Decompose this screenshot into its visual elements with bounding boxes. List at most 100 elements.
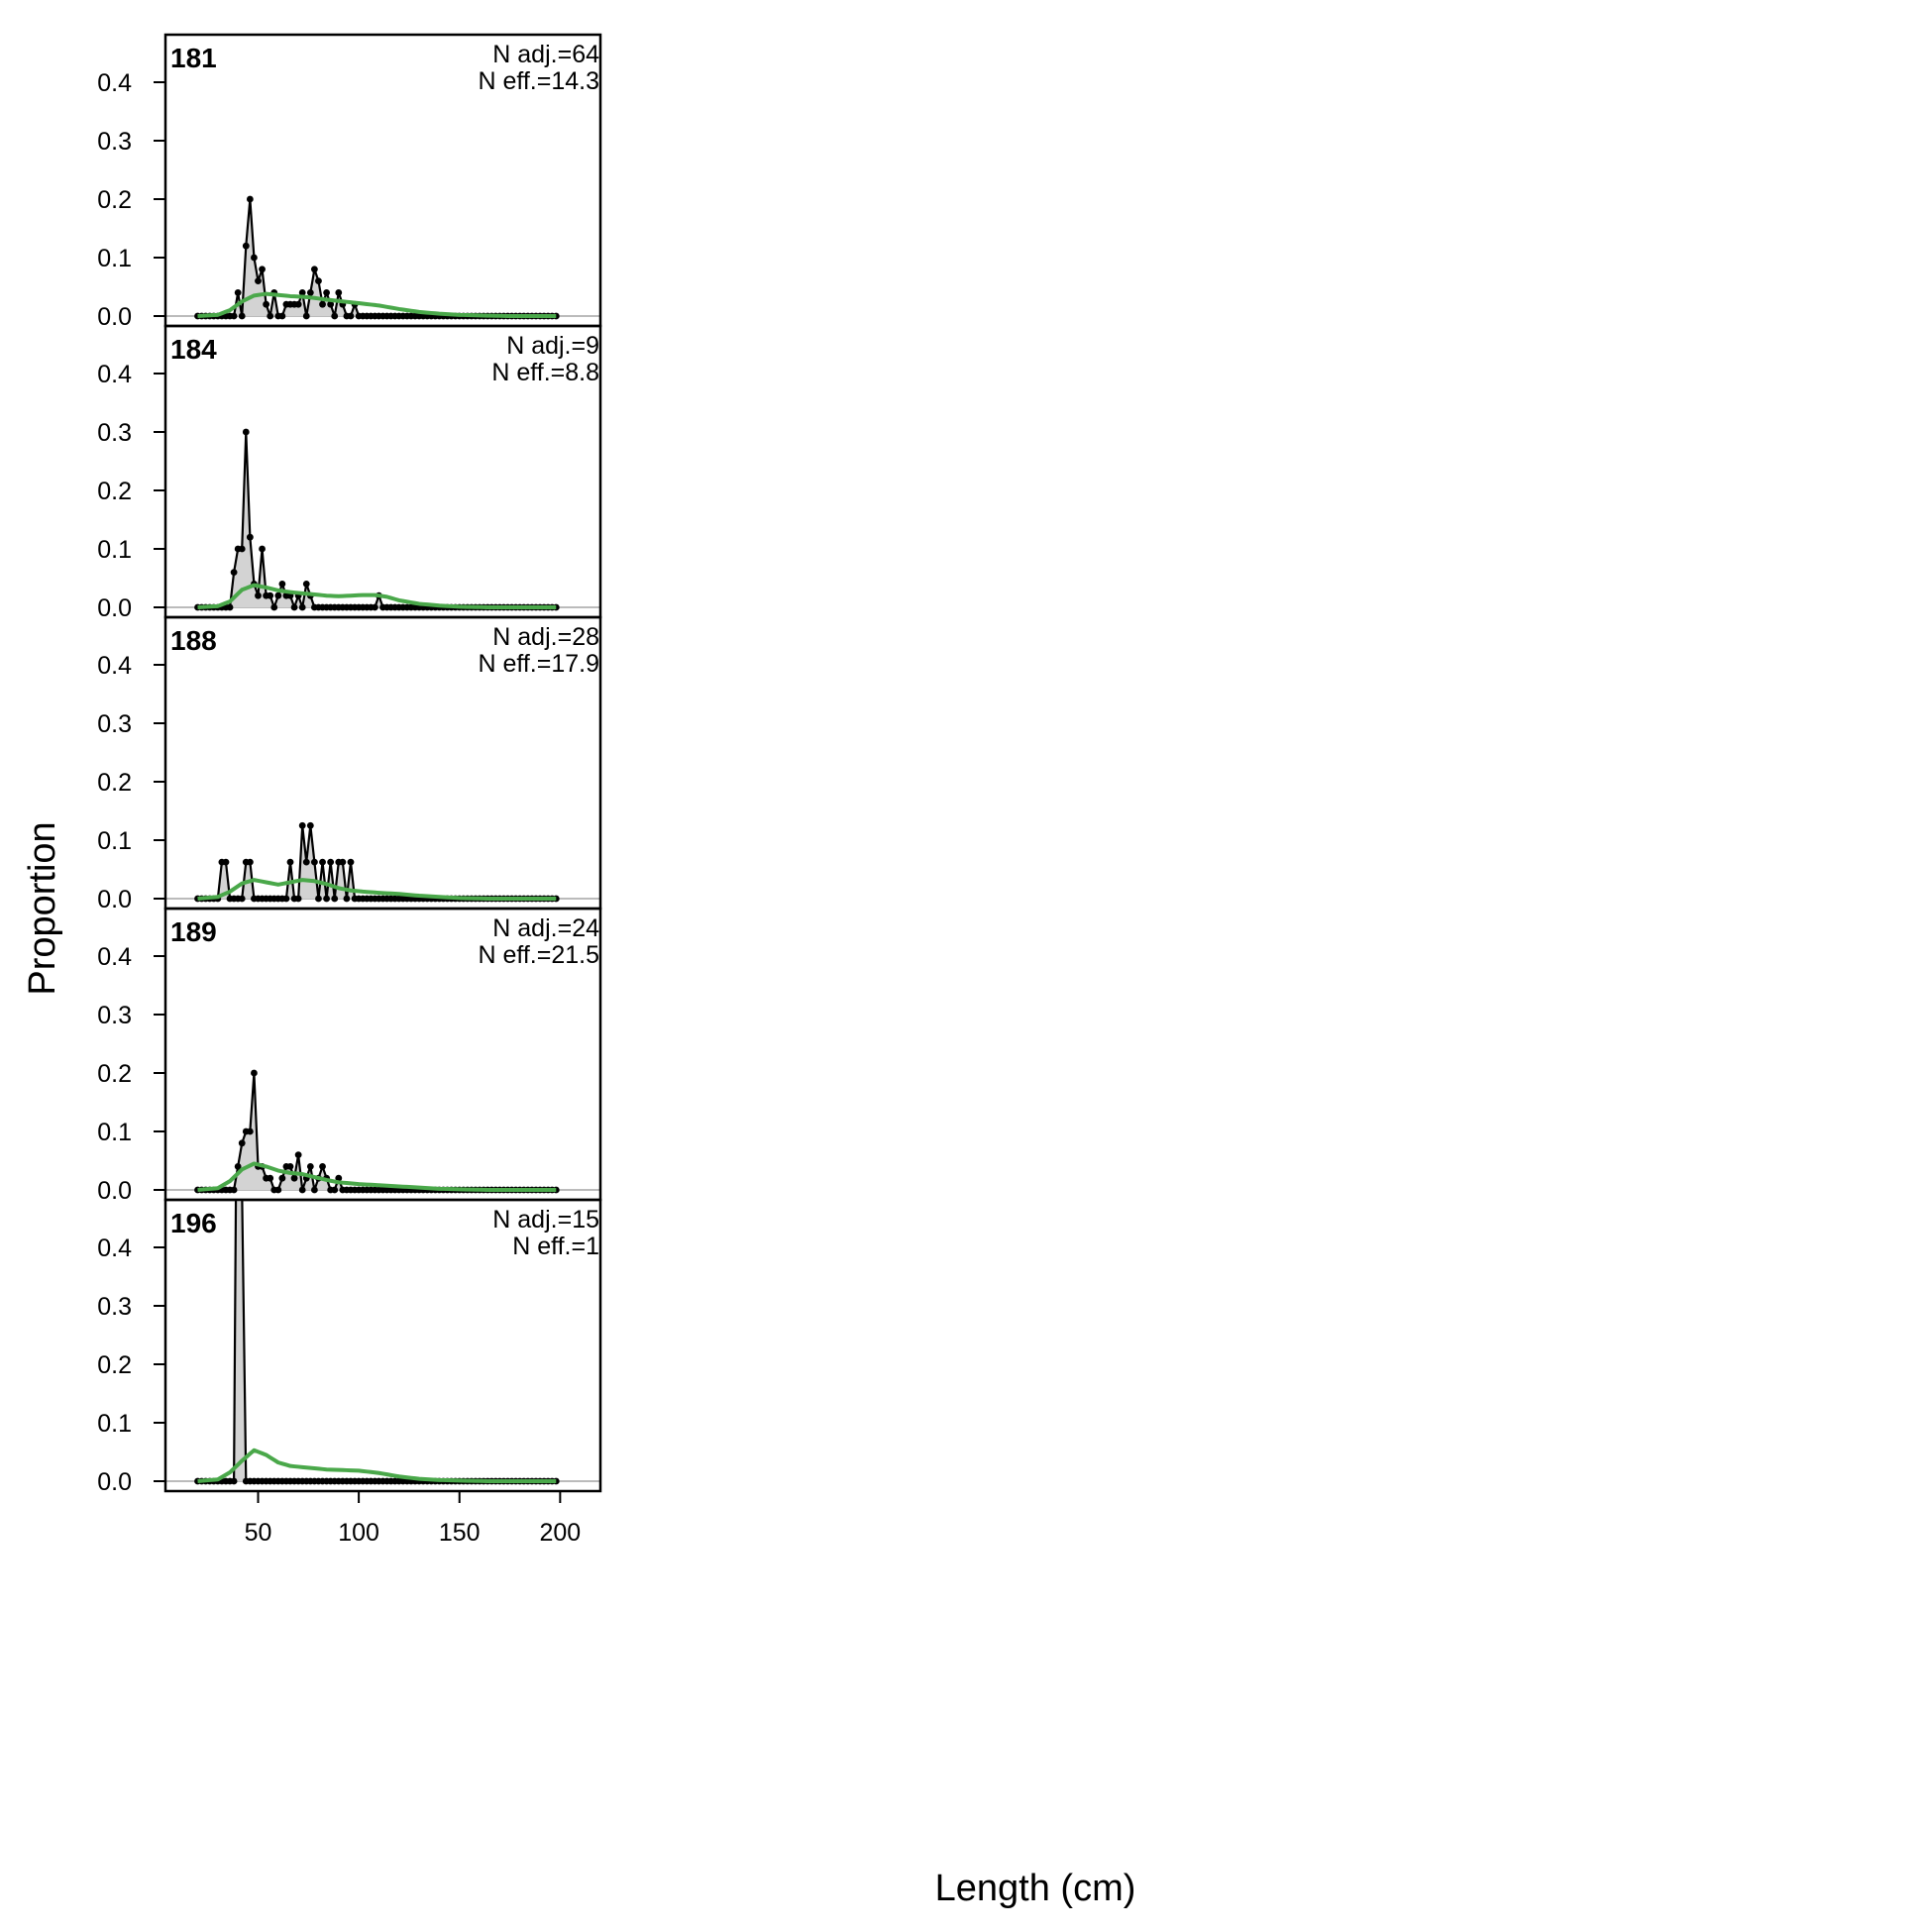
observed-point — [274, 591, 282, 599]
y-tick-label: 0.1 — [97, 827, 132, 855]
y-tick-label: 0.0 — [97, 303, 132, 331]
y-axis-title: Proportion — [22, 821, 63, 995]
observed-point — [263, 300, 270, 308]
panel-plot-area — [194, 428, 560, 611]
x-tick-label: 100 — [338, 1519, 379, 1547]
observed-point — [270, 603, 278, 611]
observed-point — [302, 312, 310, 320]
y-tick-label: 0.3 — [97, 710, 132, 738]
observed-point — [331, 312, 339, 320]
panel-196: 0.0 0.1 0.2 0.3 0.4 196 N adj.=15N eff.=1 — [97, 1198, 602, 1496]
observed-point — [319, 858, 326, 866]
y-tick-label: 0.3 — [97, 1002, 132, 1029]
observed-area — [197, 432, 557, 607]
n-adj-label: N adj.=15 — [492, 1206, 599, 1234]
n-adj-label: N adj.=64 — [492, 41, 599, 68]
observed-point — [246, 858, 254, 866]
observed-point — [302, 858, 310, 866]
y-tick-label: 0.2 — [97, 769, 132, 797]
y-tick-label: 0.2 — [97, 186, 132, 214]
observed-point — [298, 821, 306, 829]
observed-point — [238, 545, 246, 553]
observed-point — [282, 895, 290, 903]
observed-point — [251, 254, 258, 262]
expected-line — [197, 583, 557, 609]
panel-label: 188 — [170, 625, 217, 656]
observed-point — [230, 1186, 238, 1194]
observed-point — [310, 858, 318, 866]
expected-line — [197, 1161, 557, 1192]
panel-plot-area — [194, 1200, 560, 1485]
observed-point — [335, 289, 343, 296]
observed-point — [226, 603, 234, 611]
observed-point — [246, 1127, 254, 1135]
observed-point — [267, 312, 274, 320]
observed-point — [331, 895, 339, 903]
y-tick-label: 0.0 — [97, 886, 132, 913]
observed-point — [298, 603, 306, 611]
panel-188: 0.0 0.1 0.2 0.3 0.4 188 N adj.=28N eff.=17.9 — [97, 615, 602, 913]
observed-point — [327, 300, 335, 308]
n-eff-label: N eff.=1 — [512, 1233, 599, 1260]
panel-label: 189 — [170, 916, 217, 947]
observed-point — [310, 266, 318, 273]
observed-point — [294, 1151, 302, 1158]
observed-point — [246, 533, 254, 541]
n-adj-label: N adj.=24 — [492, 914, 599, 942]
observed-point — [319, 300, 326, 308]
observed-point — [246, 195, 254, 203]
y-tick-label: 0.1 — [97, 536, 132, 564]
observed-point — [255, 591, 262, 599]
observed-point — [238, 312, 246, 320]
observed-point — [331, 1186, 339, 1194]
y-tick-label: 0.4 — [97, 1234, 132, 1262]
y-tick-label: 0.1 — [97, 1410, 132, 1438]
observed-point — [306, 821, 314, 829]
panel-plot-area — [194, 195, 560, 320]
observed-point — [242, 242, 250, 250]
observed-point — [286, 858, 294, 866]
observed-point — [222, 858, 230, 866]
observed-point — [347, 858, 355, 866]
observed-point — [267, 591, 274, 599]
x-tick-label: 50 — [245, 1519, 272, 1547]
panel-181: 0.0 0.1 0.2 0.3 0.4 181 N adj.=64N eff.=14.3 — [97, 33, 602, 331]
observed-point — [259, 545, 266, 553]
observed-point — [230, 1477, 238, 1485]
observed-point — [230, 569, 238, 576]
panel-label: 181 — [170, 43, 217, 73]
n-eff-label: N eff.=14.3 — [478, 67, 599, 95]
observed-point — [319, 1163, 326, 1170]
observed-point — [315, 277, 322, 284]
panel-label: 196 — [170, 1208, 217, 1238]
observed-point — [234, 289, 242, 296]
panel-plot-area — [194, 1069, 560, 1194]
observed-point — [327, 858, 335, 866]
y-tick-label: 0.3 — [97, 128, 132, 156]
observed-point — [290, 1174, 298, 1182]
y-tick-label: 0.2 — [97, 1060, 132, 1088]
y-tick-label: 0.0 — [97, 1468, 132, 1496]
observed-point — [294, 300, 302, 308]
n-eff-label: N eff.=21.5 — [478, 941, 599, 969]
y-tick-label: 0.2 — [97, 478, 132, 505]
observed-point — [315, 895, 322, 903]
observed-point — [234, 1163, 242, 1170]
observed-point — [371, 603, 378, 611]
x-axis-title: Length (cm) — [935, 1868, 1136, 1909]
y-tick-label: 0.0 — [97, 594, 132, 622]
observed-point — [230, 312, 238, 320]
y-tick-label: 0.1 — [97, 1119, 132, 1146]
observed-point — [286, 1163, 294, 1170]
observed-point — [267, 1174, 274, 1182]
observed-point — [339, 858, 347, 866]
panel-189: 0.0 0.1 0.2 0.3 0.4 189 N adj.=24N eff.=21.5 — [97, 907, 602, 1205]
observed-point — [290, 603, 298, 611]
panel-label: 184 — [170, 334, 217, 365]
y-tick-label: 0.2 — [97, 1351, 132, 1379]
observed-point — [238, 895, 246, 903]
observed-point — [274, 1186, 282, 1194]
observed-point — [251, 1069, 258, 1077]
observed-point — [255, 277, 262, 284]
